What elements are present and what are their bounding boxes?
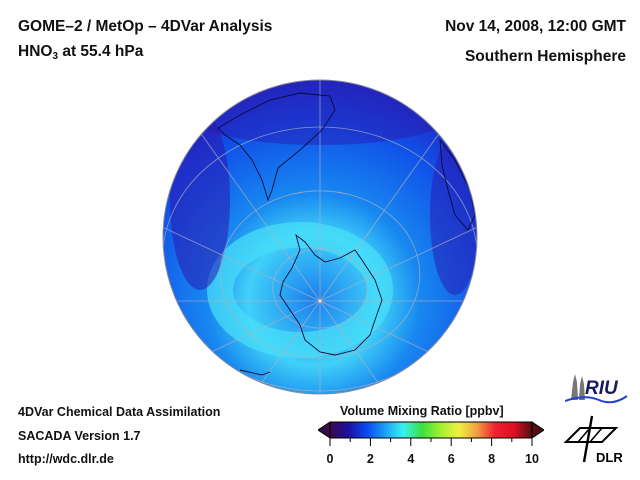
colorbar (318, 421, 544, 446)
colorbar-tick-label: 2 (366, 452, 374, 466)
riu-logo-text: RIU (585, 378, 619, 399)
dlr-emblem-icon (563, 415, 619, 463)
dlr-logo: DLR (563, 415, 622, 465)
high-vmr-ring (207, 222, 393, 358)
colorbar-tick-label: 0 (326, 452, 334, 466)
colorbar-over-arrow (531, 421, 544, 439)
colorbar-tick-label: 8 (488, 452, 496, 466)
meridian-line (319, 170, 477, 302)
meridian-line (163, 300, 321, 394)
meridian-line (163, 170, 321, 302)
colorbar-tick-label: 10 (525, 452, 539, 466)
riu-logo: RIU (565, 374, 628, 404)
cathedral-icon (571, 374, 585, 400)
coastline-africa (439, 138, 476, 231)
dlr-logo-text: DLR (596, 450, 622, 465)
coastline-antarctica (279, 233, 383, 356)
colorbar-body (329, 421, 533, 439)
coastline-south-america (217, 92, 336, 202)
river-wave-icon (565, 395, 628, 404)
footer-system: 4DVar Chemical Data Assimilation (18, 405, 221, 419)
hemisphere-label: Southern Hemisphere (464, 48, 626, 65)
meridian-line (319, 300, 477, 394)
colorbar-tick-label: 6 (447, 452, 455, 466)
footer-url[interactable]: http://wdc.dlr.de (18, 452, 114, 466)
pressure-level: at 55.4 hPa (58, 43, 144, 60)
colorbar-tick-label: 4 (407, 452, 415, 466)
species-name: HNO (18, 43, 53, 60)
species-subscript: 3 (52, 51, 59, 62)
map-title: GOME–2 / MetOp – 4DVar Analysis (18, 18, 273, 35)
coastline-australia (239, 369, 271, 376)
south-pole-marker (317, 298, 323, 304)
date-label: Nov 14, 2008, 12:00 GMT (445, 18, 626, 35)
globe-outline (162, 79, 478, 395)
colorbar-title: Volume Mixing Ratio [ppbv] (340, 404, 504, 418)
species-level-label: HNO3 at 55.4 hPa (18, 43, 143, 62)
footer-version: SACADA Version 1.7 (18, 429, 141, 443)
colorbar-under-arrow (318, 421, 331, 439)
